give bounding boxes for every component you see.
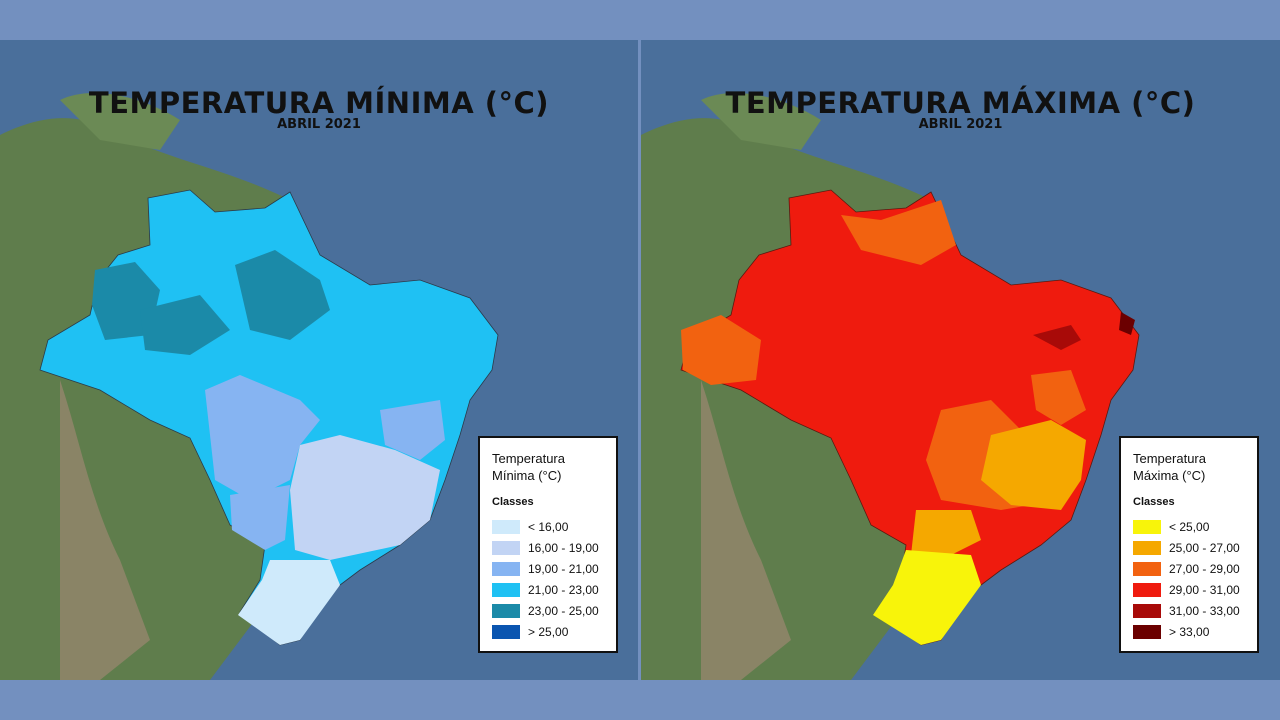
legend-item-label: 21,00 - 23,00: [528, 582, 599, 597]
legend-item-label: 31,00 - 33,00: [1169, 603, 1240, 618]
legend-item: < 16,00: [492, 516, 606, 537]
brazil-map: [680, 189, 1140, 646]
legend-item: 16,00 - 19,00: [492, 537, 606, 558]
legend-item: 19,00 - 21,00: [492, 558, 606, 579]
caribbean-coast-land: [701, 92, 821, 150]
max-region-below-25: [873, 550, 981, 645]
min-region-19-21-east: [380, 400, 445, 460]
map-legend: Temperatura Mínima (°C) Classes < 16,00 …: [478, 436, 618, 653]
legend-swatch: [492, 561, 520, 576]
caribbean-coast-land: [60, 92, 180, 150]
legend-item-label: 25,00 - 27,00: [1169, 540, 1240, 555]
legend-item: > 25,00: [492, 621, 606, 642]
min-region-below-16: [238, 560, 340, 645]
legend-item-label: 23,00 - 25,00: [528, 603, 599, 618]
max-region-above-33: [1119, 312, 1135, 335]
legend-swatch: [492, 582, 520, 597]
max-region-27-29-northeast: [1031, 370, 1086, 425]
min-region-19-21-centerwest: [205, 375, 320, 500]
legend-title: Temperatura Mínima (°C): [492, 451, 565, 483]
legend-swatch: [1133, 603, 1161, 618]
legend-classes-label: Classes: [1133, 496, 1175, 508]
legend-swatch: [1133, 561, 1161, 576]
min-region-23-25-north: [235, 250, 330, 340]
legend-swatch: [492, 519, 520, 534]
max-region-25-27-south: [911, 510, 981, 560]
max-region-27-29-west: [681, 315, 761, 385]
legend-swatch: [1133, 540, 1161, 555]
legend-item-label: 16,00 - 19,00: [528, 540, 599, 555]
min-region-16-19: [290, 435, 440, 560]
max-region-31-33: [1033, 325, 1081, 350]
min-temperature-map-panel: TEMPERATURA MÍNIMA (°C) ABRIL 2021 Tempe…: [0, 40, 638, 680]
legend-swatch: [492, 603, 520, 618]
legend-item-label: > 25,00: [528, 624, 569, 639]
legend-swatch: [492, 624, 520, 639]
min-region-23-25-central: [140, 295, 230, 355]
legend-item: 29,00 - 31,00: [1133, 579, 1247, 600]
map-title: TEMPERATURA MÍNIMA (°C): [88, 86, 550, 120]
legend-item: 25,00 - 27,00: [1133, 537, 1247, 558]
legend-title: Temperatura Máxima (°C): [1133, 451, 1206, 483]
legend-swatch: [1133, 582, 1161, 597]
min-region-19-21-south: [230, 485, 290, 550]
legend-item-label: 29,00 - 31,00: [1169, 582, 1240, 597]
legend-item-label: < 16,00: [528, 519, 569, 534]
legend-item-label: > 33,00: [1169, 624, 1210, 639]
legend-item: 27,00 - 29,00: [1133, 558, 1247, 579]
map-title: TEMPERATURA MÁXIMA (°C): [725, 86, 1196, 120]
legend-item: 21,00 - 23,00: [492, 579, 606, 600]
max-temperature-map-panel: TEMPERATURA MÁXIMA (°C) ABRIL 2021 Tempe…: [641, 40, 1280, 680]
legend-classes-label: Classes: [492, 496, 534, 508]
legend-swatch: [1133, 624, 1161, 639]
max-region-25-27-east: [981, 420, 1086, 510]
min-map-graphic: [0, 40, 638, 680]
legend-item: < 25,00: [1133, 516, 1247, 537]
legend-item: 31,00 - 33,00: [1133, 600, 1247, 621]
legend-item: 23,00 - 25,00: [492, 600, 606, 621]
brazil-map: [39, 189, 499, 646]
legend-swatch: [492, 540, 520, 555]
legend-swatch: [1133, 519, 1161, 534]
legend-item: > 33,00: [1133, 621, 1247, 642]
legend-item-label: 27,00 - 29,00: [1169, 561, 1240, 576]
andes-terrain: [60, 380, 150, 680]
map-subtitle: ABRIL 2021: [918, 117, 1003, 132]
legend-item-label: 19,00 - 21,00: [528, 561, 599, 576]
map-subtitle: ABRIL 2021: [277, 117, 361, 132]
legend-item-label: < 25,00: [1169, 519, 1210, 534]
max-region-27-29-north: [841, 200, 956, 265]
map-legend: Temperatura Máxima (°C) Classes < 25,00 …: [1119, 436, 1259, 653]
andes-terrain: [701, 380, 791, 680]
